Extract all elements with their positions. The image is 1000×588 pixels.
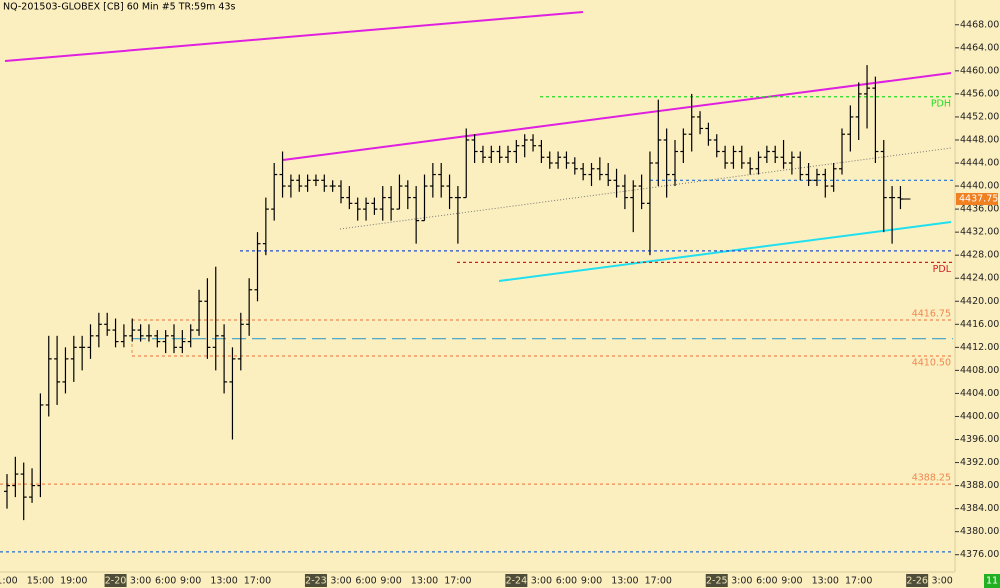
y-tick-label: 4376.00 bbox=[960, 549, 999, 560]
trend-line bbox=[4, 11, 584, 62]
x-tick-label: 13:00 bbox=[411, 576, 438, 587]
last-price-box bbox=[956, 193, 998, 206]
x-tick-label: 13:00 bbox=[611, 576, 638, 587]
x-tick-label: 3:00 bbox=[330, 576, 351, 587]
y-tick-label: 4452.00 bbox=[960, 111, 999, 122]
level-label: 4388.25 bbox=[912, 473, 951, 484]
date-label-box bbox=[705, 574, 728, 587]
x-tick-label: 3:00 bbox=[130, 576, 151, 587]
corner-box bbox=[984, 574, 1000, 588]
y-tick-label: 4464.00 bbox=[960, 42, 999, 53]
y-tick-label: 4440.00 bbox=[960, 181, 999, 192]
x-tick-label: 17:00 bbox=[244, 576, 271, 587]
x-tick-label: 3:00 bbox=[731, 576, 752, 587]
y-tick-label: 4388.00 bbox=[960, 480, 999, 491]
x-tick-label: 15:00 bbox=[27, 576, 54, 587]
price-bars bbox=[4, 65, 904, 521]
y-tick-label: 4408.00 bbox=[960, 365, 999, 376]
x-tick-label: 6:00 bbox=[756, 576, 777, 587]
chart-title: NQ-201503-GLOBEX [CB] 60 Min #5 TR:59m 4… bbox=[3, 2, 236, 13]
level-label: 4410.50 bbox=[912, 357, 951, 368]
x-tick-label: 9:00 bbox=[380, 576, 401, 587]
x-tick-label: 13:00 bbox=[812, 576, 839, 587]
x-tick-label: 9:00 bbox=[180, 576, 201, 587]
y-tick-label: 4448.00 bbox=[960, 134, 999, 145]
y-tick-label: 4396.00 bbox=[960, 434, 999, 445]
date-label-box bbox=[505, 574, 528, 587]
x-tick-label: 2-24 bbox=[506, 576, 528, 587]
y-tick-label: 4424.00 bbox=[960, 273, 999, 284]
y-tick-label: 4412.00 bbox=[960, 342, 999, 353]
level-label: PDH bbox=[931, 98, 951, 109]
y-tick-label: 4456.00 bbox=[960, 88, 999, 99]
y-tick-label: 4468.00 bbox=[960, 19, 999, 30]
x-tick-label: 6:00 bbox=[355, 576, 376, 587]
x-tick-label: 3:00 bbox=[531, 576, 552, 587]
x-tick-label: 19:00 bbox=[60, 576, 87, 587]
y-tick-label: 4384.00 bbox=[960, 503, 999, 514]
y-tick-label: 4432.00 bbox=[960, 227, 999, 238]
y-tick-label: 4416.00 bbox=[960, 319, 999, 330]
x-tick-label: 13:00 bbox=[210, 576, 237, 587]
y-tick-label: 4460.00 bbox=[960, 65, 999, 76]
y-tick-label: 4380.00 bbox=[960, 526, 999, 537]
x-tick-label: 17:00 bbox=[845, 576, 872, 587]
y-tick-label: 4444.00 bbox=[960, 158, 999, 169]
date-label-box bbox=[104, 574, 127, 587]
y-tick-label: 4436.00 bbox=[960, 204, 999, 215]
y-tick-label: 4428.00 bbox=[960, 250, 999, 261]
x-tick-label: 6:00 bbox=[556, 576, 577, 587]
date-label-box bbox=[304, 574, 327, 587]
date-label-box bbox=[906, 574, 929, 587]
corner-label: 11 L bbox=[986, 576, 1000, 587]
x-tick-label: 2-25 bbox=[706, 576, 728, 587]
x-tick-label: 9:00 bbox=[581, 576, 602, 587]
drawings bbox=[4, 11, 952, 356]
level-label: PDL bbox=[933, 264, 952, 275]
last-price-label: 4437.75 bbox=[959, 194, 998, 205]
y-tick-label: 4420.00 bbox=[960, 296, 999, 307]
x-tick-label: 17:00 bbox=[444, 576, 471, 587]
trend-line bbox=[498, 221, 952, 282]
level-label: 4416.75 bbox=[912, 308, 951, 319]
x-tick-label: 2-26 bbox=[906, 576, 928, 587]
trend-line bbox=[282, 72, 952, 161]
x-tick-label: 17:00 bbox=[645, 576, 672, 587]
x-tick-label: 2-23 bbox=[305, 576, 327, 587]
x-tick-label: 9:00 bbox=[781, 576, 802, 587]
trend-line bbox=[339, 147, 952, 230]
x-tick-label: 1:00 bbox=[0, 576, 18, 587]
x-tick-label: 2-20 bbox=[105, 576, 127, 587]
y-tick-label: 4400.00 bbox=[960, 411, 999, 422]
x-tick-label: 3:00 bbox=[932, 576, 953, 587]
y-tick-label: 4404.00 bbox=[960, 388, 999, 399]
y-tick-label: 4392.00 bbox=[960, 457, 999, 468]
x-tick-label: 6:00 bbox=[155, 576, 176, 587]
